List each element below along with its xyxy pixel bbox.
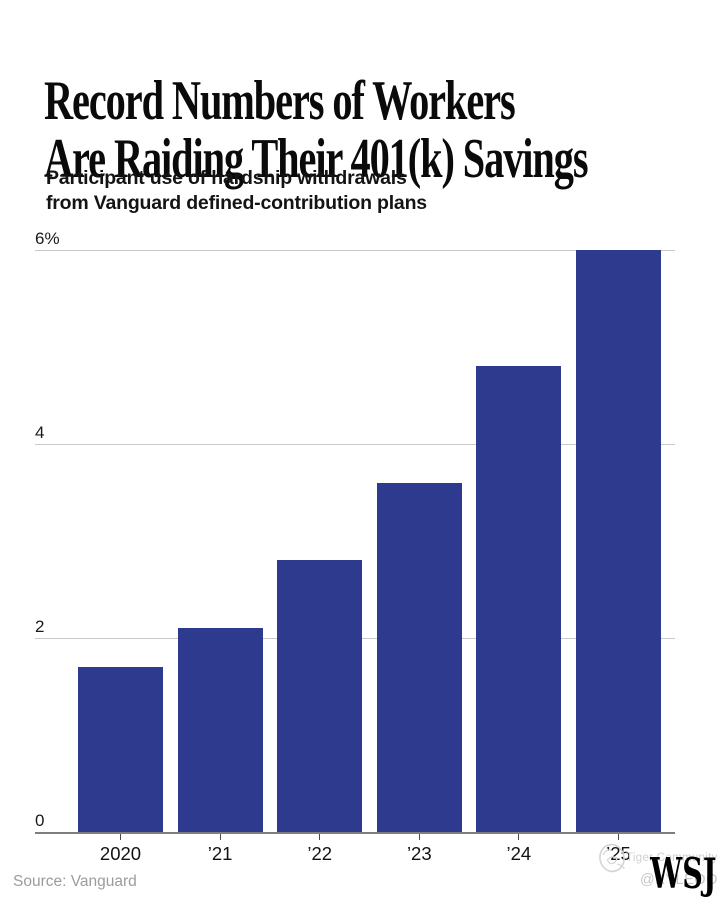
x-tick [219, 834, 221, 840]
x-axis-label: 2020 [99, 843, 142, 864]
tiger-community-logo-icon [599, 843, 626, 873]
y-axis-label: 0 [35, 811, 45, 830]
y-axis-label: 2 [35, 617, 45, 636]
x-axis-label: ’24 [506, 843, 532, 864]
bar-2020 [78, 667, 163, 832]
y-axis-label: 6% [35, 229, 60, 248]
bar-22 [277, 560, 363, 832]
chart-subtitle: Participant use of hardship withdrawals … [46, 167, 427, 214]
bar-25 [576, 250, 661, 832]
gridline-6 [35, 250, 675, 251]
axis-baseline [35, 832, 675, 834]
x-tick [518, 834, 520, 840]
page-title: Record Numbers of Workers Are Raiding Th… [44, 69, 589, 190]
x-axis-label: ’23 [406, 843, 432, 864]
x-tick [618, 834, 619, 840]
y-axis-label: 4 [35, 423, 45, 442]
gridline-4 [35, 444, 675, 445]
x-tick [120, 834, 121, 840]
bar-21 [177, 628, 263, 832]
bar-24 [476, 366, 562, 832]
bar-23 [376, 482, 462, 832]
x-axis-label: ’22 [307, 843, 333, 864]
source-note: Source: Vanguard [13, 873, 137, 890]
watermark-label: Tiger Community [626, 852, 718, 864]
x-tick [319, 834, 321, 840]
x-tick [418, 834, 420, 840]
wsj-logo: WSJ [649, 849, 716, 898]
watermark-handle: @KYLEOO [640, 872, 718, 888]
x-axis-label: ’21 [207, 843, 233, 864]
